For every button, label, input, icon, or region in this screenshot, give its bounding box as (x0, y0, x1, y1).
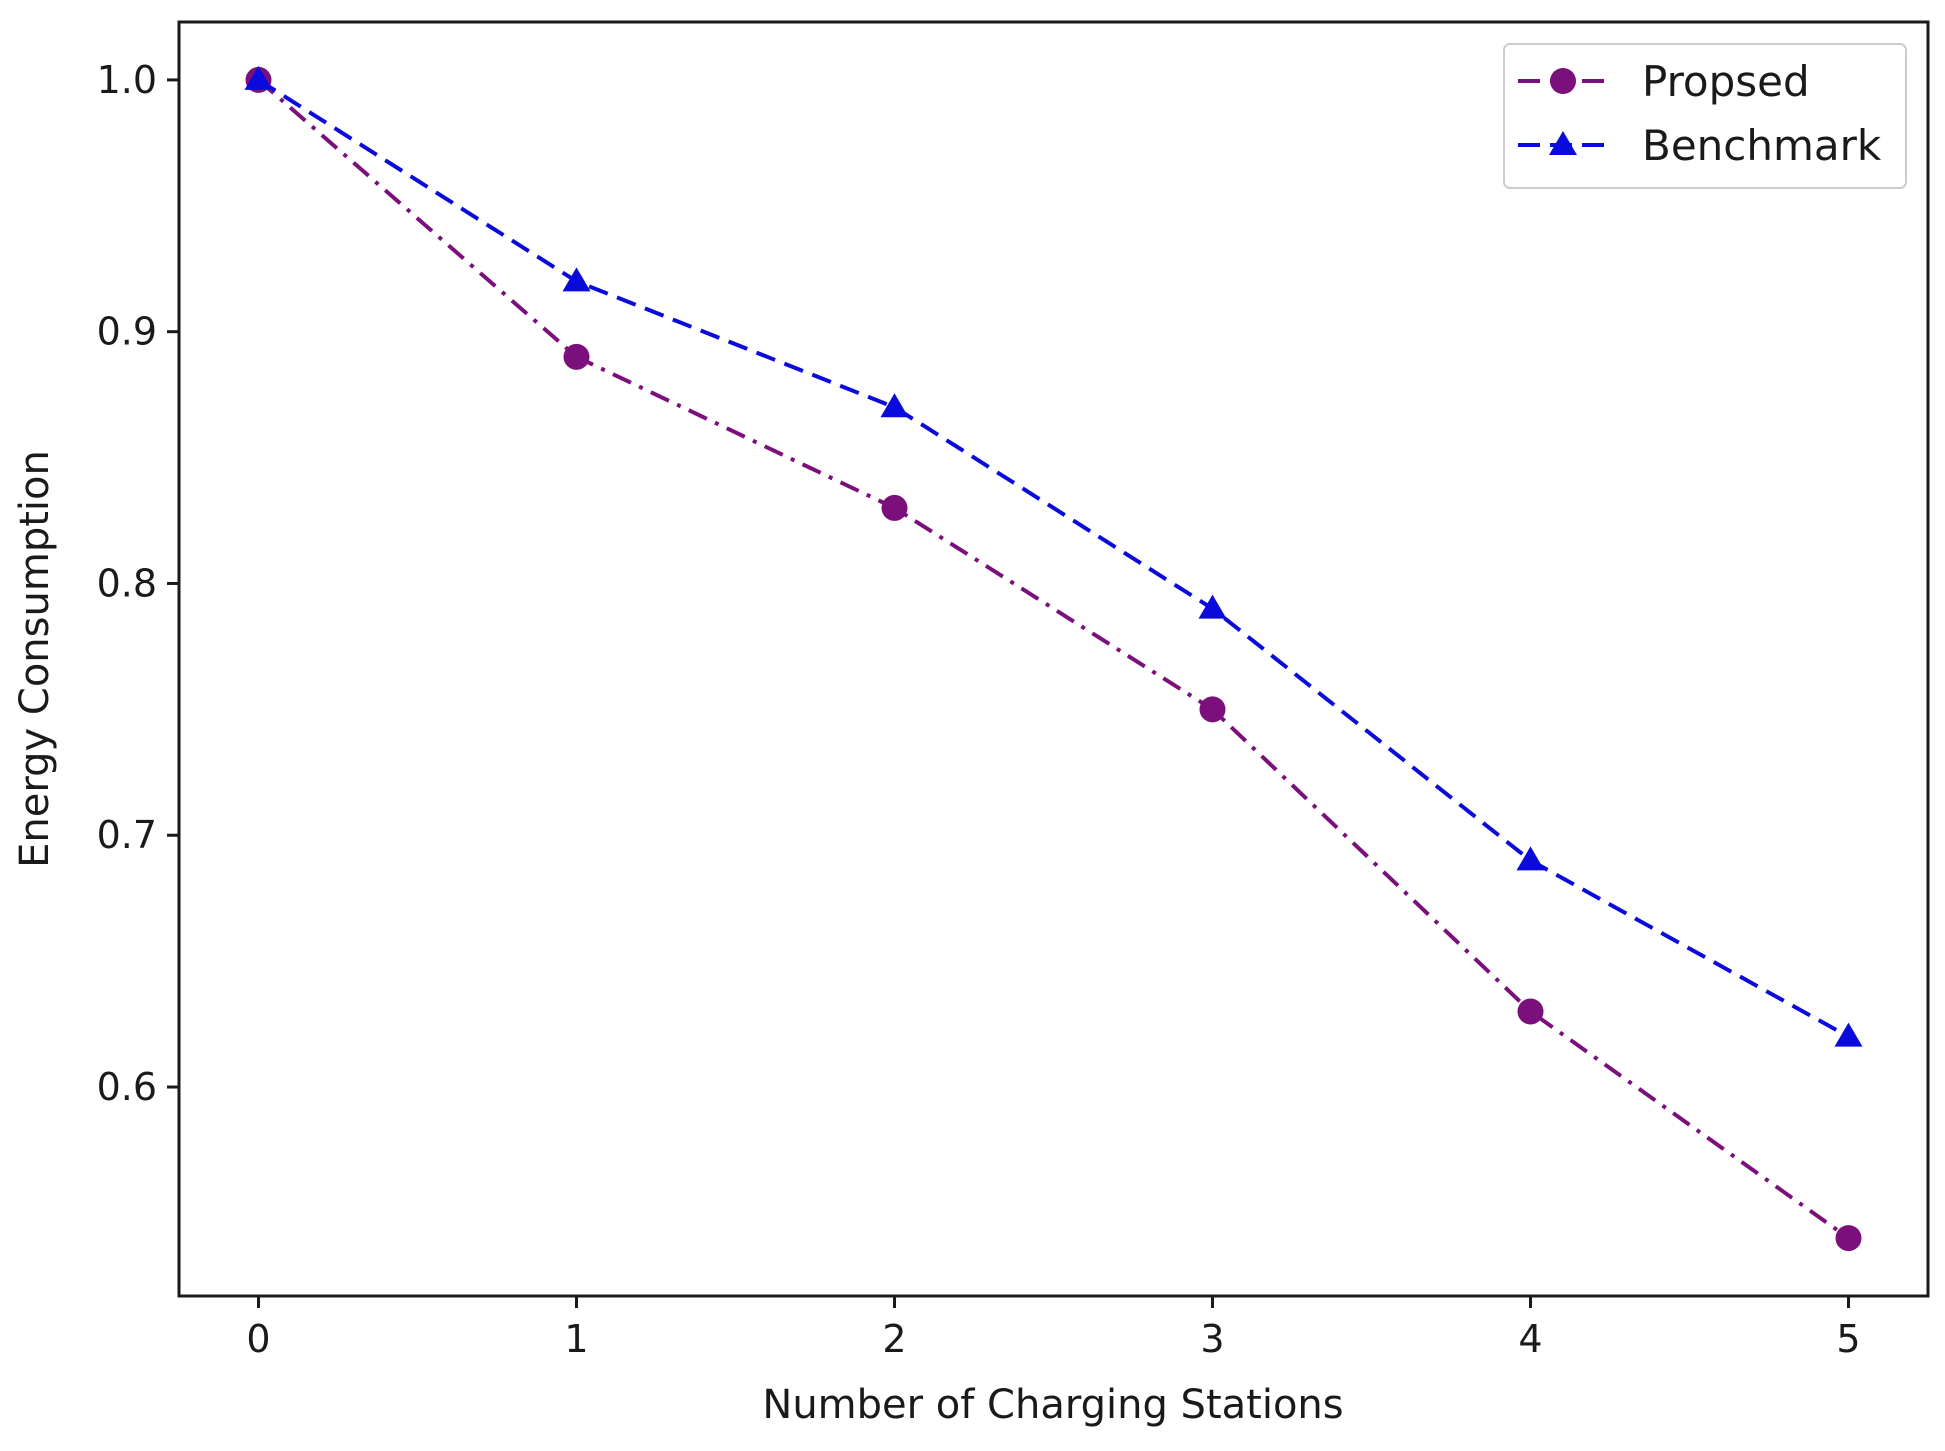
x-tick-label: 1 (564, 1317, 588, 1361)
legend-marker-benchmark (1549, 131, 1577, 155)
series-propsed (245, 66, 1862, 1252)
series-benchmark (244, 65, 1863, 1047)
y-tick-label: 0.7 (97, 813, 157, 857)
y-tick-label: 0.6 (97, 1065, 157, 1109)
legend: Propsed Benchmark (1503, 43, 1907, 189)
y-axis-title: Energy Consumption (12, 450, 58, 868)
legend-box (1503, 43, 1907, 189)
plot-marks (244, 65, 1863, 1252)
data-point-propsed (881, 494, 908, 521)
legend-marker-propsed (1550, 68, 1576, 94)
x-tick-label: 0 (246, 1317, 270, 1361)
x-axis-ticks: 0 1 2 3 4 5 (246, 1296, 1861, 1361)
data-point-benchmark (1516, 846, 1545, 871)
y-tick-label: 0.9 (97, 310, 157, 354)
x-tick-label: 2 (882, 1317, 906, 1361)
legend-label-propsed: Propsed (1642, 57, 1810, 106)
data-point-benchmark (1834, 1022, 1863, 1047)
data-point-propsed (563, 343, 590, 370)
y-tick-label: 0.8 (97, 561, 157, 605)
x-tick-label: 3 (1200, 1317, 1224, 1361)
data-point-benchmark (880, 393, 909, 418)
data-point-benchmark (244, 65, 273, 90)
series-line-propsed (257, 78, 1850, 1240)
y-tick-label: 1.0 (97, 58, 157, 102)
data-point-benchmark (562, 267, 591, 292)
data-point-benchmark (1198, 594, 1227, 619)
data-point-propsed (1517, 998, 1544, 1025)
plot-frame (177, 20, 1930, 1298)
data-point-propsed (1199, 696, 1226, 723)
x-axis-title: Number of Charging Stations (762, 1382, 1343, 1428)
x-tick-label: 5 (1836, 1317, 1860, 1361)
series-line-benchmark (257, 78, 1850, 1039)
data-point-propsed (1835, 1225, 1862, 1252)
x-tick-label: 4 (1518, 1317, 1542, 1361)
y-axis-ticks: 0.6 0.7 0.8 0.9 1.0 (97, 58, 179, 1109)
legend-label-benchmark: Benchmark (1642, 121, 1882, 170)
